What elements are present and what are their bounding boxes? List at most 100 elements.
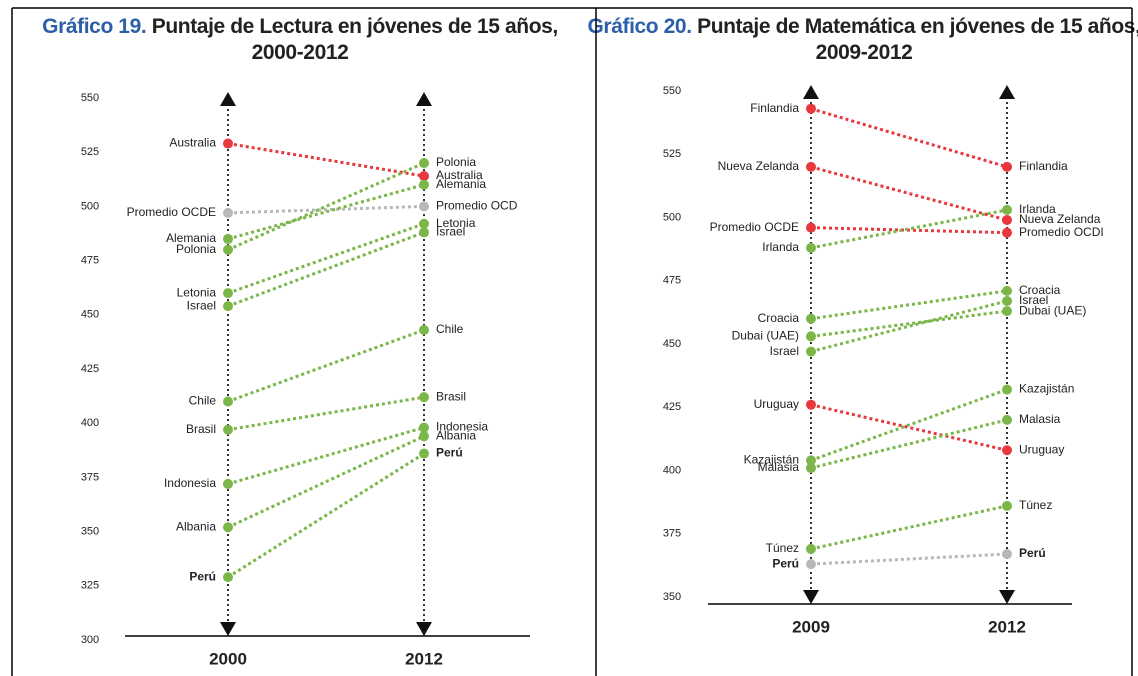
series-label: Croacia bbox=[758, 311, 800, 325]
point bbox=[419, 171, 429, 182]
y-tick-label: 425 bbox=[81, 363, 99, 375]
series-label: Croacia bbox=[1019, 283, 1061, 297]
series-label: Perú bbox=[772, 556, 799, 570]
point bbox=[223, 572, 233, 583]
y-tick-label: 550 bbox=[81, 92, 99, 104]
point bbox=[419, 392, 429, 403]
slope-line bbox=[227, 395, 425, 432]
arrow bbox=[220, 622, 236, 636]
chart-title-text: Puntaje de Matemática en jóvenes de 15 a… bbox=[697, 15, 1138, 64]
slope-line bbox=[810, 289, 1008, 321]
point bbox=[1002, 227, 1012, 238]
point bbox=[1002, 295, 1012, 306]
slope-line bbox=[227, 231, 425, 308]
point bbox=[806, 161, 816, 172]
series-label: Israel bbox=[1019, 293, 1048, 307]
series-label: Promedio OCDI bbox=[1019, 225, 1104, 239]
series-label: Polonia bbox=[436, 155, 476, 169]
point bbox=[419, 179, 429, 190]
point bbox=[806, 455, 816, 466]
y-tick-label: 450 bbox=[663, 338, 681, 350]
series-label: Letonia bbox=[177, 285, 217, 299]
series-label: Finlandia bbox=[1019, 159, 1068, 173]
point bbox=[1002, 500, 1012, 511]
slope-line bbox=[810, 403, 1008, 452]
arrow bbox=[803, 590, 819, 604]
series-label: Nueva Zelanda bbox=[718, 159, 800, 173]
slope-line bbox=[810, 299, 1008, 354]
slope-line bbox=[227, 434, 425, 529]
series-label: Uruguay bbox=[754, 397, 799, 411]
y-tick-label: 400 bbox=[663, 464, 681, 476]
y-tick-label: 525 bbox=[81, 146, 99, 158]
slope-line bbox=[810, 226, 1008, 235]
arrow bbox=[220, 92, 236, 106]
x-tick-label: 2009 bbox=[792, 617, 830, 636]
series-label: Perú bbox=[1019, 546, 1046, 560]
series-label: Letonia bbox=[436, 216, 476, 230]
y-tick-label: 350 bbox=[81, 526, 99, 538]
point bbox=[1002, 285, 1012, 296]
series-label: Dubai (UAE) bbox=[1019, 303, 1086, 317]
y-tick-label: 400 bbox=[81, 417, 99, 429]
y-tick-label: 525 bbox=[663, 148, 681, 160]
point bbox=[419, 431, 429, 442]
point bbox=[806, 313, 816, 324]
y-tick-label: 375 bbox=[663, 528, 681, 540]
point bbox=[1002, 548, 1012, 559]
y-tick-label: 300 bbox=[81, 634, 99, 646]
frame bbox=[11, 7, 1133, 676]
x-tick-label: 2012 bbox=[405, 649, 443, 668]
slope-line bbox=[810, 552, 1008, 566]
point bbox=[223, 138, 233, 149]
point bbox=[223, 478, 233, 489]
series-label: Promedio OCD bbox=[436, 199, 518, 213]
point bbox=[223, 207, 233, 218]
point bbox=[419, 448, 429, 459]
point bbox=[806, 222, 816, 233]
slope-line bbox=[810, 418, 1008, 470]
series-label: Brasil bbox=[186, 422, 216, 436]
series-label: Promedio OCDE bbox=[127, 205, 216, 219]
series-label: Promedio OCDE bbox=[710, 220, 799, 234]
series-label: Nueva Zelanda bbox=[1019, 212, 1101, 226]
point bbox=[1002, 445, 1012, 456]
point bbox=[419, 227, 429, 238]
point bbox=[806, 331, 816, 342]
series-label: Malasia bbox=[1019, 412, 1061, 426]
slope-line bbox=[227, 222, 425, 295]
series-label: Australia bbox=[436, 168, 483, 182]
slope-line bbox=[810, 165, 1008, 222]
arrow bbox=[999, 85, 1015, 99]
x-tick-label: 2012 bbox=[988, 617, 1026, 636]
series-label: Alemania bbox=[436, 177, 486, 191]
series-label: Uruguay bbox=[1019, 442, 1064, 456]
chart-label: Gráfico 20. bbox=[587, 15, 693, 38]
y-tick-label: 475 bbox=[663, 275, 681, 287]
y-tick-label: 500 bbox=[663, 211, 681, 223]
point bbox=[419, 218, 429, 229]
y-tick-label: 425 bbox=[663, 401, 681, 413]
series-label: Irlanda bbox=[762, 240, 799, 254]
series-label: Albania bbox=[436, 428, 476, 442]
slope-line bbox=[227, 452, 425, 579]
point bbox=[419, 422, 429, 433]
slope-line bbox=[227, 183, 425, 241]
y-tick-label: 325 bbox=[81, 580, 99, 592]
chart-title: Gráfico 19. Puntaje de Lectura en jóvene… bbox=[20, 14, 580, 66]
point bbox=[806, 462, 816, 473]
point bbox=[223, 244, 233, 255]
series-label: Brasil bbox=[436, 389, 466, 403]
point bbox=[806, 346, 816, 357]
y-tick-label: 550 bbox=[663, 85, 681, 97]
series-label: Perú bbox=[189, 569, 216, 583]
x-tick-label: 2000 bbox=[209, 649, 247, 668]
chart-label: Gráfico 19. bbox=[42, 15, 147, 38]
point bbox=[1002, 384, 1012, 395]
series-label: Chile bbox=[436, 322, 464, 336]
series-label: Chile bbox=[189, 394, 217, 408]
slope-line bbox=[227, 161, 425, 252]
point bbox=[223, 396, 233, 407]
